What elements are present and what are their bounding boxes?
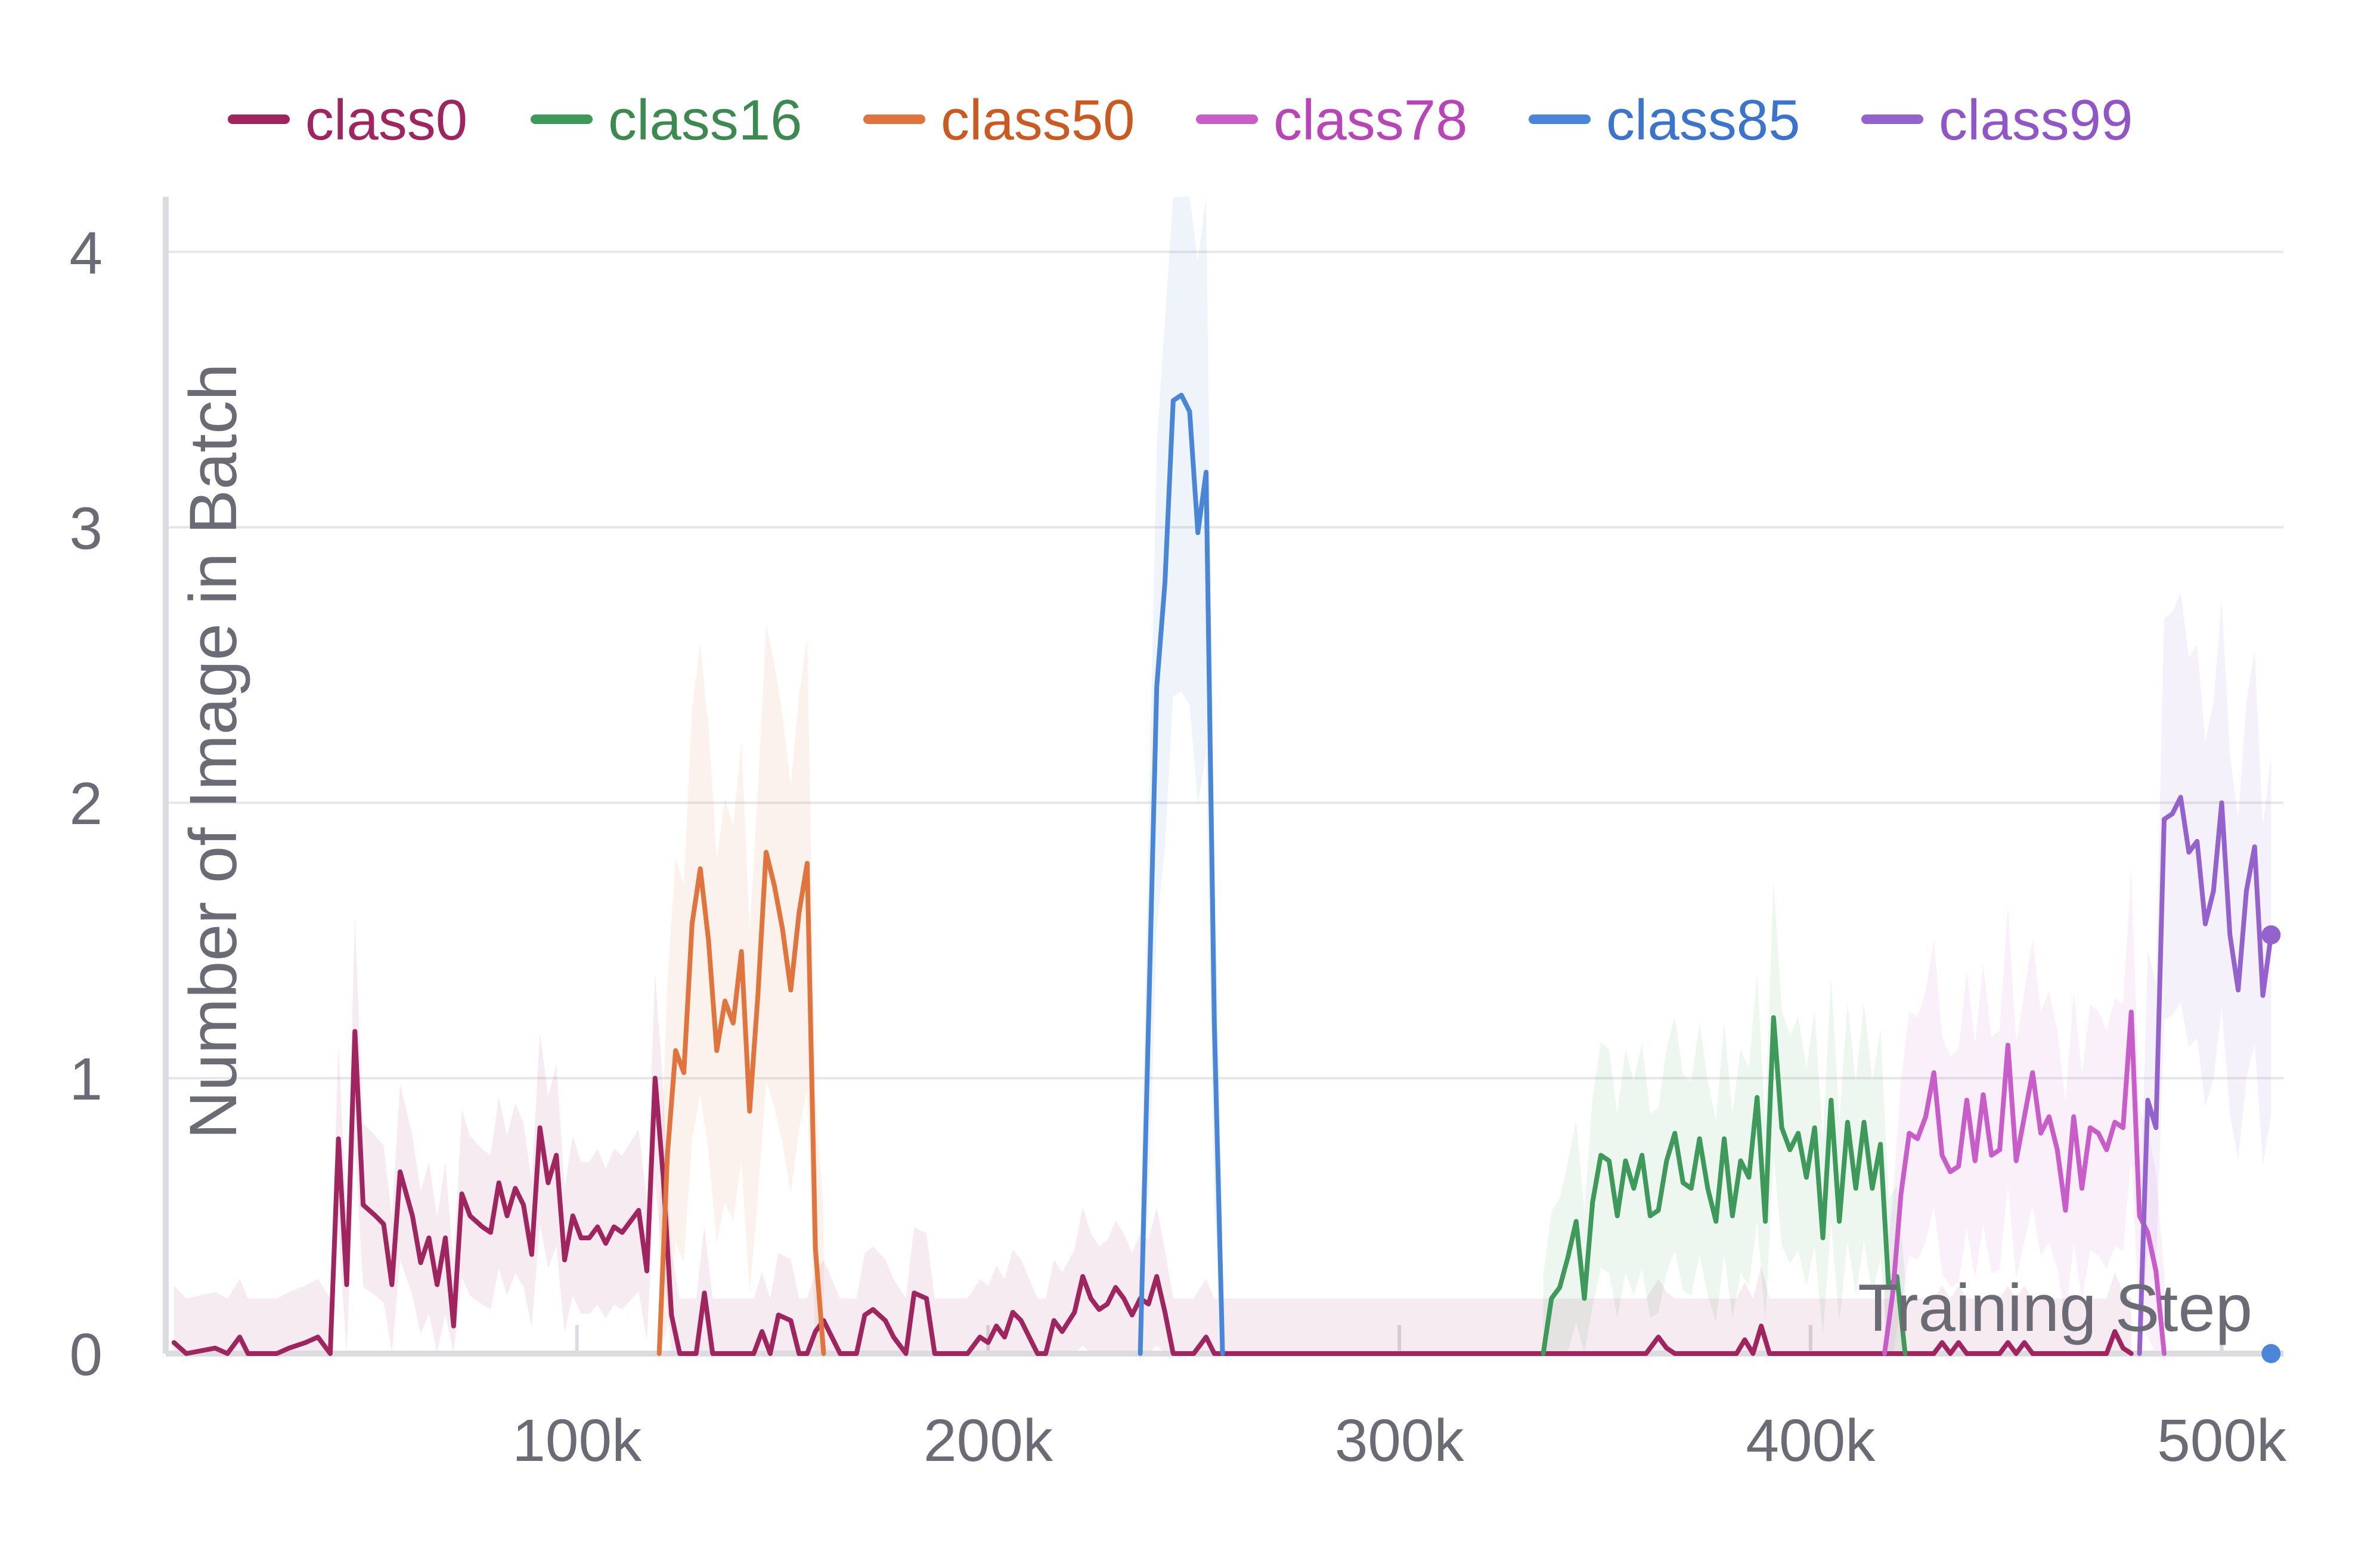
x-tick-label: 300k bbox=[1335, 1407, 1465, 1474]
legend-label: class99 bbox=[1939, 88, 2133, 152]
series-lines bbox=[171, 392, 2274, 1356]
end-markers bbox=[2261, 925, 2281, 1363]
legend[interactable]: class0 class16 class50 class78 class85 class9… bbox=[228, 88, 2133, 152]
x-axis-title: Training Step bbox=[1858, 1271, 2252, 1345]
confidence-bands bbox=[173, 197, 2271, 1354]
legend-item-class85[interactable]: class85 bbox=[1529, 88, 1801, 152]
legend-label: class0 bbox=[305, 88, 467, 152]
class85-end-marker bbox=[2261, 1344, 2281, 1363]
y-tick-label: 3 bbox=[69, 495, 103, 562]
class16-band bbox=[1543, 880, 1905, 1354]
class99-line[interactable] bbox=[2137, 795, 2274, 1356]
legend-label: class85 bbox=[1606, 88, 1801, 152]
x-tick-label: 200k bbox=[924, 1407, 1053, 1474]
class16-line[interactable] bbox=[1541, 1015, 1908, 1356]
legend-label: class16 bbox=[608, 88, 802, 152]
legend-item-class16[interactable]: class16 bbox=[531, 88, 802, 152]
y-tick-label: 1 bbox=[69, 1046, 103, 1113]
legend-item-class50[interactable]: class50 bbox=[863, 88, 1135, 152]
class78-line[interactable] bbox=[1882, 1010, 2167, 1356]
y-tick-label: 2 bbox=[69, 770, 103, 837]
y-tick-label: 4 bbox=[69, 219, 103, 286]
class99-band bbox=[2139, 592, 2271, 1354]
y-axis-title: Number of Image in Batch bbox=[176, 363, 250, 1139]
legend-label: class78 bbox=[1273, 88, 1468, 152]
legend-item-class0[interactable]: class0 bbox=[228, 88, 467, 152]
x-tick-label: 400k bbox=[1746, 1407, 1876, 1474]
legend-item-class99[interactable]: class99 bbox=[1861, 88, 2133, 152]
legend-item-class78[interactable]: class78 bbox=[1196, 88, 1468, 152]
legend-label: class50 bbox=[941, 88, 1135, 152]
class50-line[interactable] bbox=[656, 850, 826, 1356]
y-tick-label: 0 bbox=[69, 1321, 103, 1388]
x-tick-label: 100k bbox=[512, 1407, 642, 1474]
class99-end-marker bbox=[2261, 925, 2281, 945]
tick-labels: 0 1 2 3 4 100k 200k 300k 400k 500k bbox=[69, 219, 2287, 1474]
class85-line[interactable] bbox=[1138, 392, 1225, 1356]
x-tick-label: 500k bbox=[2157, 1407, 2287, 1474]
